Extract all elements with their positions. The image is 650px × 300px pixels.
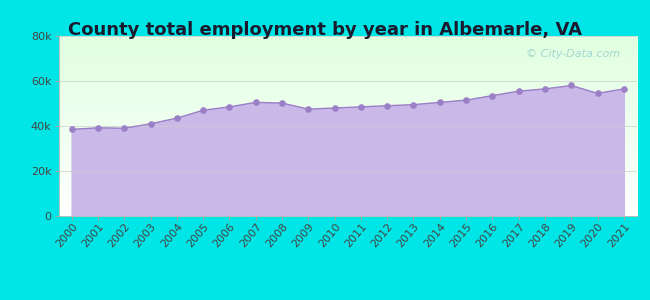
Point: [619, 86, 629, 91]
Text: © City-Data.com: © City-Data.com: [525, 49, 619, 58]
Point: [303, 107, 313, 112]
Point: [172, 116, 182, 121]
Point: [277, 100, 287, 105]
Point: [66, 127, 77, 132]
Point: [146, 121, 156, 126]
Point: [461, 98, 471, 103]
Point: [250, 100, 261, 105]
Point: [356, 104, 366, 109]
Text: County total employment by year in Albemarle, VA: County total employment by year in Albem…: [68, 21, 582, 39]
Point: [435, 100, 445, 105]
Point: [408, 102, 419, 107]
Point: [382, 103, 393, 108]
Point: [488, 93, 498, 98]
Point: [198, 108, 208, 112]
Point: [224, 104, 235, 109]
Point: [330, 106, 340, 110]
Point: [514, 89, 524, 94]
Point: [592, 91, 603, 96]
Point: [93, 125, 103, 130]
Point: [119, 126, 129, 130]
Point: [566, 83, 577, 88]
Point: [540, 86, 550, 91]
